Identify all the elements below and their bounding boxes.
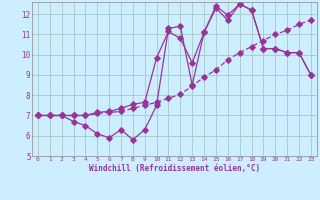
X-axis label: Windchill (Refroidissement éolien,°C): Windchill (Refroidissement éolien,°C) — [89, 164, 260, 173]
